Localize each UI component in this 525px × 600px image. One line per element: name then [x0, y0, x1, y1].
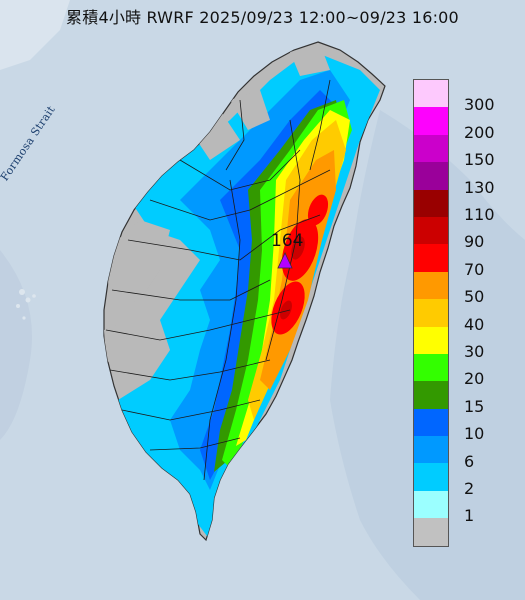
legend-label: 20 [464, 369, 485, 389]
legend-label: 40 [464, 314, 485, 334]
rainfall-legend [413, 79, 449, 547]
legend-swatch [414, 353, 448, 382]
legend-swatch [414, 271, 448, 300]
max-rainfall-triangle-icon [277, 252, 293, 269]
legend-label: 150 [464, 150, 495, 170]
legend-label: 200 [464, 122, 495, 142]
legend-label: 30 [464, 342, 485, 361]
legend-swatch [414, 189, 448, 217]
county-boundaries [105, 79, 331, 481]
legend-swatch [414, 490, 448, 519]
legend-label: 15 [464, 396, 485, 416]
legend-swatch [414, 80, 448, 108]
legend-swatch [414, 107, 448, 135]
legend-swatch [414, 408, 448, 437]
legend-label: 50 [464, 287, 485, 307]
legend-swatch [414, 518, 448, 546]
legend-label: 6 [464, 451, 475, 471]
legend-swatch [414, 381, 448, 409]
legend-label: 70 [464, 259, 485, 279]
rainfall-shading [104, 44, 380, 540]
legend-label: 2 [464, 479, 475, 498]
max-rainfall-value: 164 [271, 231, 304, 251]
legend-swatch [414, 436, 448, 464]
legend-label: 1 [464, 506, 475, 526]
legend-swatch [414, 134, 448, 163]
penghu-islands [16, 289, 36, 320]
legend-swatch [414, 299, 448, 327]
legend-label: 10 [464, 424, 485, 444]
legend-label: 300 [464, 95, 495, 115]
legend-label: 110 [464, 205, 495, 224]
legend-swatch [414, 216, 448, 245]
legend-swatch [414, 244, 448, 272]
legend-swatch [414, 463, 448, 491]
legend-label: 90 [464, 232, 485, 252]
map-title: 累積4小時 RWRF 2025/09/23 12:00~09/23 16:00 [66, 8, 459, 27]
legend-label: 130 [464, 177, 495, 197]
legend-swatch [414, 326, 448, 354]
legend-swatch [414, 162, 448, 190]
